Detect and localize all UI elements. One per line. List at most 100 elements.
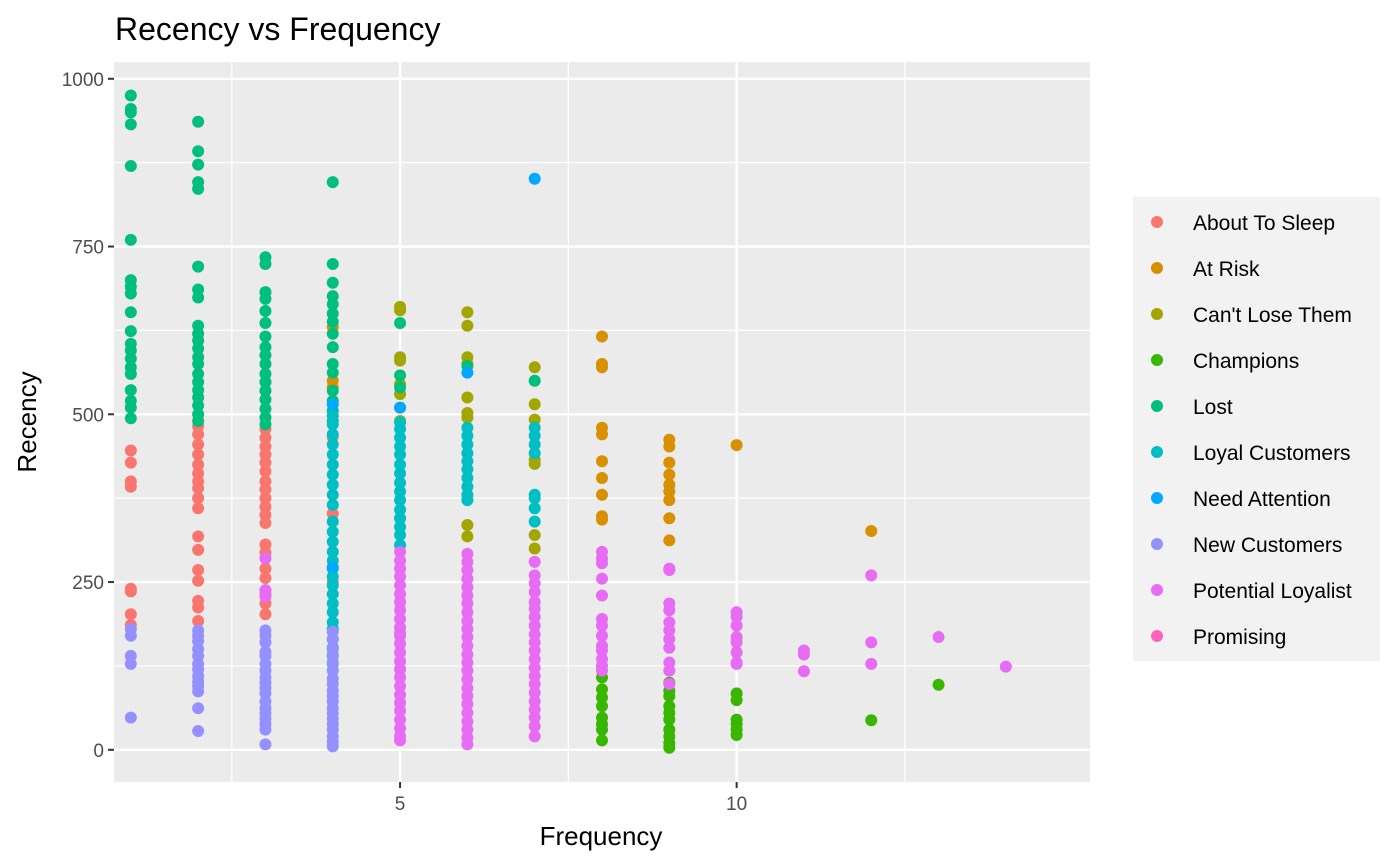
- point-potential-loyalist: [528, 678, 541, 691]
- point-potential-loyalist: [528, 555, 541, 568]
- point-loyal-customers: [326, 588, 339, 601]
- point-potential-loyalist: [730, 646, 743, 659]
- point-champions: [730, 729, 743, 742]
- point-need-attention: [528, 172, 541, 185]
- point-about-to-sleep: [124, 480, 137, 493]
- point-loyal-customers: [528, 438, 541, 451]
- point-can-t-lose-them: [528, 361, 541, 374]
- point-potential-loyalist: [865, 569, 878, 582]
- point-need-attention: [326, 398, 339, 411]
- point-lost: [124, 89, 137, 102]
- point-lost: [259, 349, 272, 362]
- point-loyal-customers: [326, 478, 339, 491]
- point-about-to-sleep: [124, 456, 137, 469]
- point-loyal-customers: [326, 438, 339, 451]
- legend-label-loyal-customers: Loyal Customers: [1193, 442, 1351, 465]
- point-about-to-sleep: [259, 492, 272, 505]
- point-new-customers: [124, 711, 137, 724]
- legend-key-can-t-lose-them: [1151, 308, 1163, 320]
- point-at-risk: [596, 361, 608, 374]
- point-potential-loyalist: [259, 590, 272, 603]
- point-new-customers: [124, 657, 137, 670]
- point-lost: [259, 393, 272, 406]
- point-champions: [663, 741, 676, 754]
- point-about-to-sleep: [192, 614, 205, 627]
- point-loyal-customers: [461, 438, 474, 451]
- point-can-t-lose-them: [461, 306, 474, 319]
- point-potential-loyalist: [528, 711, 541, 724]
- data-points: [124, 89, 1012, 754]
- point-loyal-customers: [326, 409, 339, 422]
- point-about-to-sleep: [124, 608, 137, 621]
- point-potential-loyalist: [461, 673, 474, 686]
- point-lost: [326, 341, 339, 354]
- point-at-risk: [596, 513, 608, 526]
- point-new-customers: [326, 740, 339, 753]
- point-about-to-sleep: [192, 458, 205, 471]
- point-can-t-lose-them: [461, 411, 474, 424]
- point-champions: [596, 734, 608, 747]
- point-potential-loyalist: [528, 720, 541, 733]
- point-potential-loyalist: [461, 631, 474, 644]
- point-loyal-customers: [394, 529, 407, 542]
- x-axis: 5 10: [395, 782, 747, 815]
- y-tick-label: 0: [93, 741, 104, 762]
- point-potential-loyalist: [797, 665, 810, 678]
- point-loyal-customers: [461, 429, 474, 442]
- y-tick-label: 500: [72, 405, 104, 426]
- point-potential-loyalist: [596, 644, 608, 657]
- point-about-to-sleep: [192, 482, 205, 495]
- point-loyal-customers: [326, 525, 339, 538]
- point-about-to-sleep: [192, 530, 205, 543]
- point-potential-loyalist: [528, 619, 541, 632]
- point-potential-loyalist: [394, 637, 407, 650]
- point-about-to-sleep: [192, 574, 205, 587]
- point-about-to-sleep: [259, 608, 272, 621]
- point-can-t-lose-them: [528, 398, 541, 411]
- point-loyal-customers: [326, 570, 339, 583]
- point-loyal-customers: [326, 498, 339, 511]
- point-can-t-lose-them: [394, 304, 407, 317]
- point-lost: [259, 384, 272, 397]
- point-potential-loyalist: [394, 734, 407, 747]
- point-loyal-customers: [326, 418, 339, 431]
- point-at-risk: [663, 440, 676, 453]
- point-about-to-sleep: [192, 502, 205, 515]
- point-lost: [259, 357, 272, 370]
- point-lost: [192, 399, 205, 412]
- point-loyal-customers: [461, 472, 474, 485]
- point-lost: [124, 412, 137, 425]
- point-potential-loyalist: [461, 664, 474, 677]
- point-about-to-sleep: [192, 601, 205, 614]
- point-loyal-customers: [394, 431, 407, 444]
- point-at-risk: [663, 468, 676, 481]
- point-potential-loyalist: [663, 604, 676, 617]
- point-lost: [124, 118, 137, 131]
- point-potential-loyalist: [394, 579, 407, 592]
- y-tick-label: 750: [72, 238, 104, 259]
- point-lost: [326, 315, 339, 328]
- x-tick-label: 10: [726, 794, 747, 815]
- point-loyal-customers: [394, 467, 407, 480]
- point-potential-loyalist: [528, 686, 541, 699]
- point-about-to-sleep: [124, 444, 137, 457]
- point-loyal-customers: [394, 512, 407, 525]
- point-can-t-lose-them: [461, 519, 474, 532]
- point-lost: [124, 287, 137, 300]
- point-new-customers: [192, 702, 205, 715]
- point-about-to-sleep: [192, 543, 205, 556]
- point-loyal-customers: [326, 458, 339, 471]
- point-loyal-customers: [394, 423, 407, 436]
- legend-label-new-customers: New Customers: [1193, 534, 1342, 557]
- point-can-t-lose-them: [394, 354, 407, 367]
- point-potential-loyalist: [528, 586, 541, 599]
- point-at-risk: [596, 488, 608, 501]
- point-lost: [192, 291, 205, 304]
- y-axis: 0 250 500 750 1000: [62, 70, 114, 762]
- legend-key-promising: [1151, 630, 1163, 642]
- point-champions: [730, 694, 743, 707]
- point-potential-loyalist: [461, 563, 474, 576]
- point-potential-loyalist: [461, 706, 474, 719]
- point-lost: [124, 233, 137, 246]
- point-can-t-lose-them: [528, 529, 541, 542]
